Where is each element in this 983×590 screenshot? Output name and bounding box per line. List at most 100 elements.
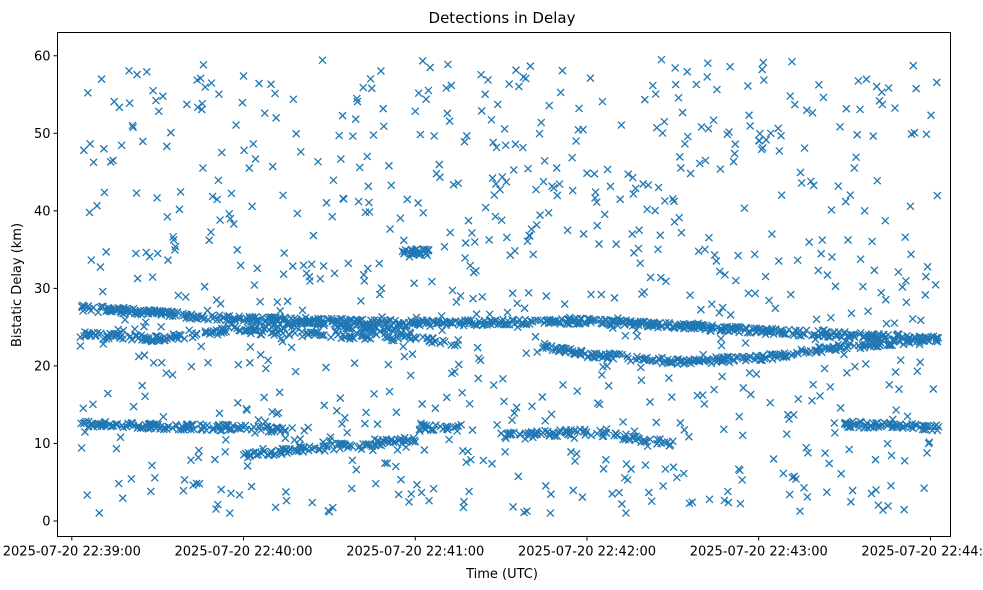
data-point <box>221 447 230 456</box>
data-point <box>925 337 934 346</box>
data-point <box>352 465 361 474</box>
data-point <box>675 152 684 161</box>
data-point <box>915 340 924 349</box>
data-point <box>923 262 932 271</box>
data-point <box>896 356 905 365</box>
data-point <box>892 406 901 414</box>
data-point <box>375 259 384 268</box>
data-point <box>489 138 498 147</box>
data-point <box>850 333 859 342</box>
data-point <box>79 146 88 155</box>
data-point <box>102 247 111 256</box>
data-point <box>423 251 432 260</box>
data-point <box>555 180 564 189</box>
data-point <box>895 385 903 394</box>
data-point <box>842 344 851 353</box>
data-point <box>769 455 778 463</box>
data-point <box>271 503 280 512</box>
data-point <box>126 420 135 429</box>
data-point <box>586 74 595 83</box>
data-point <box>121 315 130 324</box>
data-point <box>307 260 316 269</box>
data-point <box>539 177 548 186</box>
data-point <box>384 161 393 170</box>
data-point <box>532 185 541 194</box>
data-point <box>489 381 498 390</box>
data-point <box>252 451 261 460</box>
data-point <box>667 358 675 367</box>
data-point <box>556 319 565 328</box>
data-point <box>353 321 362 330</box>
data-point <box>739 383 748 392</box>
data-point <box>157 322 166 331</box>
data-point <box>250 281 259 290</box>
data-point <box>282 496 291 505</box>
data-point <box>372 330 381 339</box>
data-point <box>910 128 919 137</box>
data-point <box>229 220 238 228</box>
data-point <box>686 291 695 300</box>
data-point <box>826 313 835 322</box>
data-point <box>443 425 452 434</box>
data-point <box>400 352 409 361</box>
data-point <box>694 247 703 256</box>
data-point <box>228 421 237 430</box>
data-point <box>834 182 843 191</box>
data-point <box>527 225 536 233</box>
data-point <box>308 498 317 507</box>
data-point <box>146 487 155 496</box>
data-point <box>153 193 162 202</box>
data-point <box>318 56 327 65</box>
data-point <box>521 74 530 83</box>
data-point <box>624 170 633 179</box>
data-point <box>570 434 579 443</box>
data-point <box>901 276 910 285</box>
data-point <box>144 424 153 433</box>
data-point <box>856 105 865 114</box>
data-point <box>723 322 731 331</box>
data-point <box>680 139 689 148</box>
data-point <box>640 437 649 446</box>
data-point <box>498 374 507 383</box>
data-point <box>470 237 479 246</box>
data-point <box>541 416 550 425</box>
data-point <box>438 326 447 335</box>
data-point <box>715 308 724 317</box>
data-point <box>336 394 345 403</box>
data-point <box>158 92 167 101</box>
data-point <box>370 389 379 398</box>
data-point <box>311 315 320 324</box>
data-point <box>389 438 398 447</box>
data-point <box>524 288 533 297</box>
data-point <box>694 319 703 328</box>
data-point <box>617 121 626 130</box>
data-point <box>882 319 891 328</box>
data-point <box>412 313 421 322</box>
data-point <box>521 434 530 443</box>
data-point <box>641 354 650 363</box>
data-point <box>134 352 143 361</box>
data-point <box>661 465 670 473</box>
data-point <box>339 195 348 203</box>
data-point <box>420 446 429 454</box>
data-point <box>264 356 273 365</box>
data-point <box>766 129 775 138</box>
data-point <box>603 362 611 370</box>
data-point <box>149 358 158 367</box>
data-point <box>520 304 529 313</box>
data-point <box>744 289 753 298</box>
data-point <box>871 455 880 464</box>
data-point <box>608 324 617 332</box>
data-point <box>526 62 535 71</box>
data-point <box>443 60 452 69</box>
data-point <box>634 244 643 253</box>
data-point <box>198 99 207 108</box>
data-point <box>880 418 889 427</box>
data-point <box>215 409 224 418</box>
data-point <box>83 491 92 500</box>
plot-frame <box>57 32 951 537</box>
data-point <box>76 341 85 350</box>
data-point <box>467 228 476 237</box>
data-point <box>679 469 688 478</box>
data-point <box>330 269 339 278</box>
